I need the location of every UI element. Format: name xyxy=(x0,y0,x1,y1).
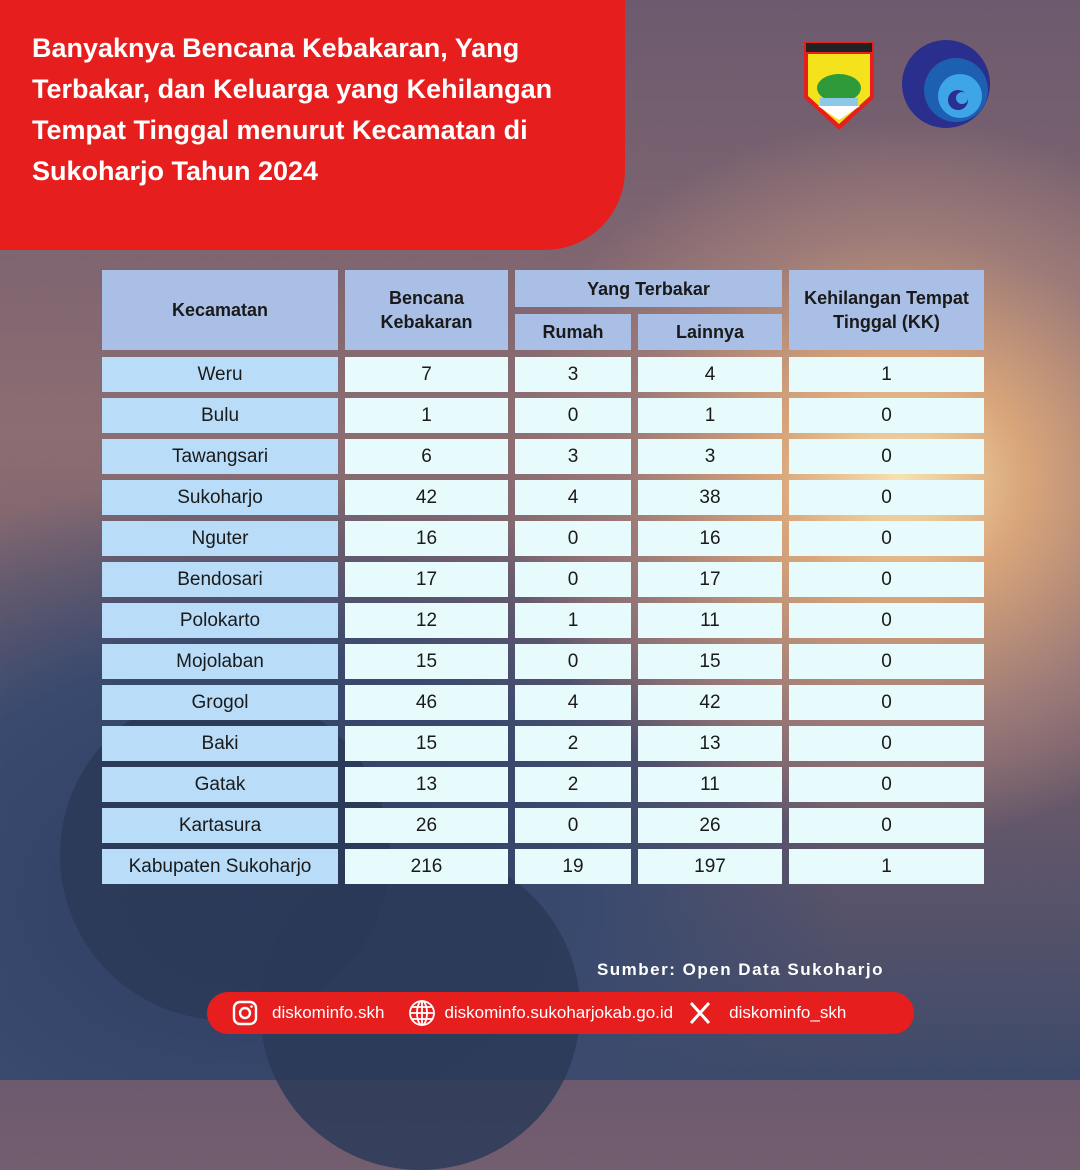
row-label: Polokarto xyxy=(102,603,338,638)
table-cell: 4 xyxy=(515,480,631,515)
row-label: Weru xyxy=(102,357,338,392)
table-cell: 7 xyxy=(345,357,508,392)
table-cell: 3 xyxy=(638,439,782,474)
x-handle: diskominfo_skh xyxy=(729,1003,847,1022)
row-label: Gatak xyxy=(102,767,338,802)
social-footer: diskominfo.skh diskominfo.sukoharjokab.g… xyxy=(207,992,914,1034)
table-cell: 216 xyxy=(345,849,508,884)
source-text: Sumber: Open Data Sukoharjo xyxy=(596,960,884,979)
table-cell: 0 xyxy=(515,644,631,679)
table-cell: 16 xyxy=(345,521,508,556)
table-cell: 19 xyxy=(515,849,631,884)
table-cell: 0 xyxy=(789,521,984,556)
table-cell: 1 xyxy=(638,398,782,433)
table-cell: 0 xyxy=(789,398,984,433)
row-label: Mojolaban xyxy=(102,644,338,679)
table-cell: 0 xyxy=(515,808,631,843)
table-cell: 2 xyxy=(515,767,631,802)
row-label: Bulu xyxy=(102,398,338,433)
row-label: Nguter xyxy=(102,521,338,556)
row-label: Kartasura xyxy=(102,808,338,843)
table-cell: 1 xyxy=(789,357,984,392)
x-link[interactable]: diskominfo_skh xyxy=(689,1001,846,1025)
table-cell: 4 xyxy=(638,357,782,392)
table-cell: 0 xyxy=(789,603,984,638)
table-cell: 26 xyxy=(638,808,782,843)
table-cell: 0 xyxy=(515,521,631,556)
title-banner xyxy=(0,0,625,250)
table-cell: 6 xyxy=(345,439,508,474)
header-rumah: Rumah xyxy=(515,314,631,350)
table-cell: 11 xyxy=(638,603,782,638)
row-label: Sukoharjo xyxy=(102,480,338,515)
table-cell: 12 xyxy=(345,603,508,638)
header-kecamatan: Kecamatan xyxy=(102,270,338,350)
table-cell: 17 xyxy=(638,562,782,597)
kabupaten-sukoharjo-logo xyxy=(804,42,874,130)
table-cell: 16 xyxy=(638,521,782,556)
table-cell: 15 xyxy=(638,644,782,679)
table-cell: 1 xyxy=(345,398,508,433)
instagram-handle: diskominfo.skh xyxy=(272,1003,385,1022)
table-cell: 13 xyxy=(638,726,782,761)
table-cell: 42 xyxy=(638,685,782,720)
table-cell: 0 xyxy=(789,726,984,761)
table-cell: 3 xyxy=(515,357,631,392)
table-cell: 2 xyxy=(515,726,631,761)
table-cell: 1 xyxy=(515,603,631,638)
table-cell: 11 xyxy=(638,767,782,802)
table-cell: 3 xyxy=(515,439,631,474)
table-cell: 46 xyxy=(345,685,508,720)
table-cell: 0 xyxy=(789,685,984,720)
x-icon xyxy=(690,1001,711,1025)
row-label: Grogol xyxy=(102,685,338,720)
row-label: Kabupaten Sukoharjo xyxy=(102,849,338,884)
table-cell: 26 xyxy=(345,808,508,843)
table-cell: 0 xyxy=(515,398,631,433)
row-label: Bendosari xyxy=(102,562,338,597)
table-cell: 17 xyxy=(345,562,508,597)
table-cell: 0 xyxy=(789,562,984,597)
instagram-icon xyxy=(232,1000,258,1026)
row-label: Tawangsari xyxy=(102,439,338,474)
instagram-link[interactable]: diskominfo.skh xyxy=(232,1000,384,1026)
table-cell: 0 xyxy=(789,480,984,515)
table-cell: 15 xyxy=(345,644,508,679)
table-cell: 0 xyxy=(515,562,631,597)
page-title: Banyaknya Bencana Kebakaran, Yang Terbak… xyxy=(32,33,553,186)
table-cell: 38 xyxy=(638,480,782,515)
table-cell: 13 xyxy=(345,767,508,802)
table-cell: 4 xyxy=(515,685,631,720)
header-lainnya: Lainnya xyxy=(638,314,782,350)
row-label: Baki xyxy=(102,726,338,761)
header-yang-terbakar: Yang Terbakar xyxy=(515,270,782,307)
table-cell: 15 xyxy=(345,726,508,761)
table-cell: 0 xyxy=(789,767,984,802)
table-cell: 0 xyxy=(789,808,984,843)
website-url: diskominfo.sukoharjokab.go.id xyxy=(444,1003,674,1022)
website-link[interactable]: diskominfo.sukoharjokab.go.id xyxy=(408,999,673,1027)
header-bencana-kebakaran: Bencana Kebakaran xyxy=(345,270,508,350)
table-cell: 197 xyxy=(638,849,782,884)
table-cell: 1 xyxy=(789,849,984,884)
header-kehilangan-tempat-tinggal: Kehilangan Tempat Tinggal (KK) xyxy=(789,270,984,350)
kominfo-logo xyxy=(902,40,990,128)
table-cell: 0 xyxy=(789,644,984,679)
table-cell: 0 xyxy=(789,439,984,474)
table-cell: 42 xyxy=(345,480,508,515)
globe-icon xyxy=(409,1000,436,1026)
